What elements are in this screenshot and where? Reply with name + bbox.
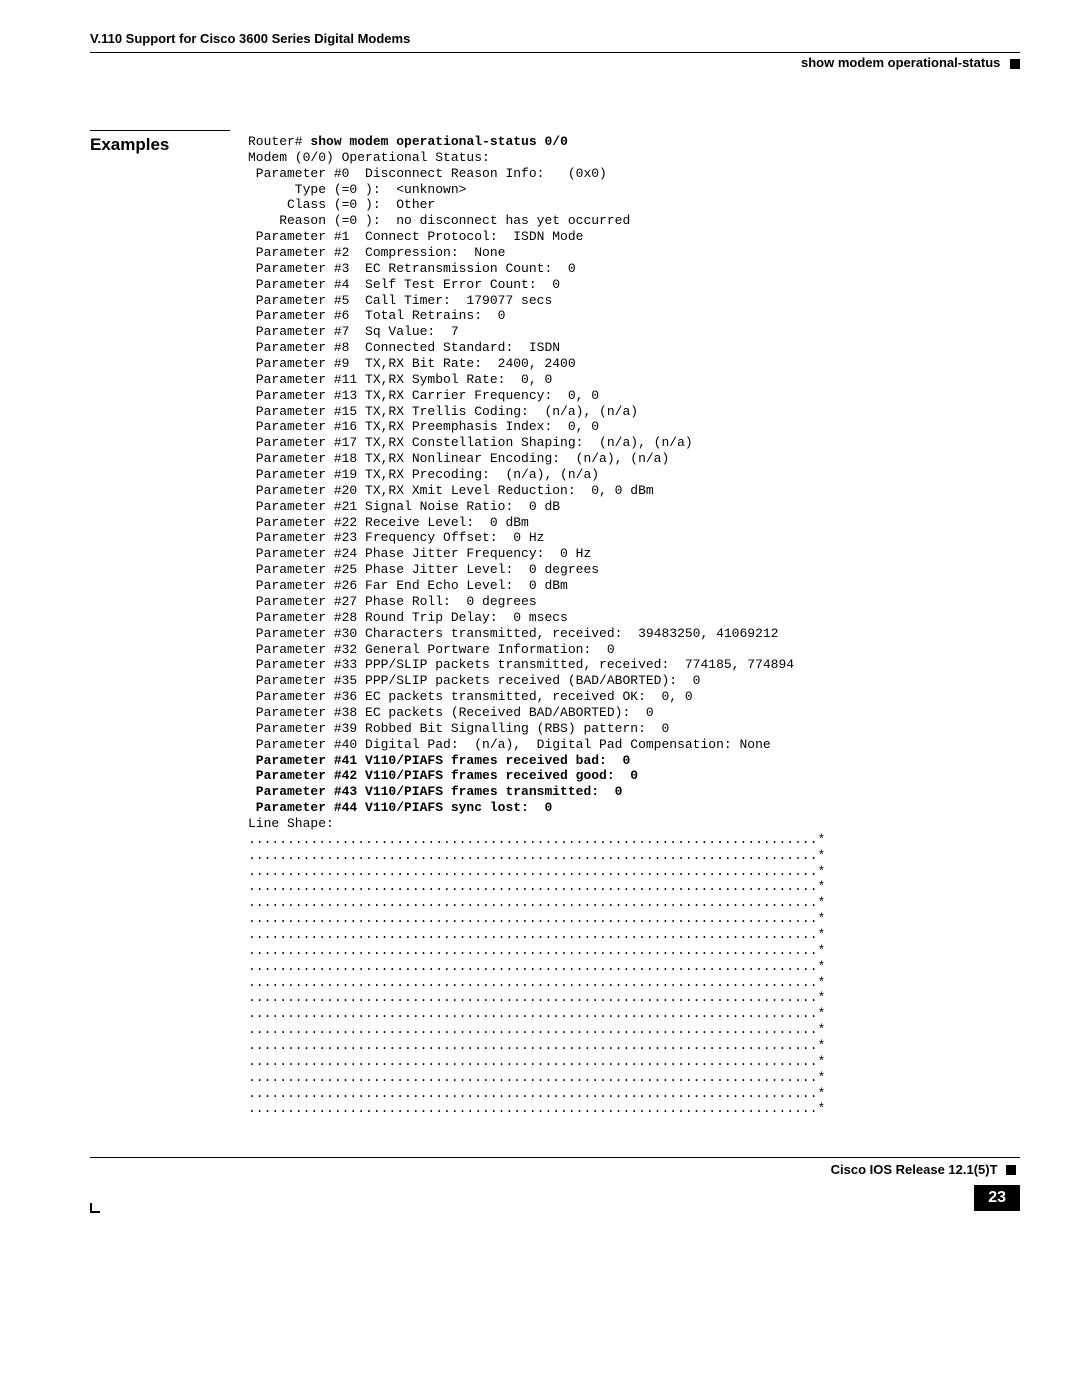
doc-title: V.110 Support for Cisco 3600 Series Digi… [90, 31, 410, 46]
square-icon [1010, 59, 1020, 69]
section-header: show modem operational-status [90, 55, 1020, 70]
terminal-output: Router# show modem operational-status 0/… [248, 130, 1020, 1117]
footer: Cisco IOS Release 12.1(5)T 23 [90, 1157, 1020, 1211]
crop-mark-icon [90, 1211, 100, 1213]
output-pre: Modem (0/0) Operational Status: Paramete… [248, 150, 794, 752]
header-bar: V.110 Support for Cisco 3600 Series Digi… [90, 30, 1020, 53]
section-title: show modem operational-status [801, 55, 1000, 70]
page-number-row: 23 [90, 1185, 1020, 1211]
square-icon [1006, 1165, 1016, 1175]
output-post: Line Shape: ............................… [248, 816, 825, 1116]
command: show modem operational-status 0/0 [310, 134, 567, 149]
prompt: Router# [248, 134, 310, 149]
footer-release: Cisco IOS Release 12.1(5)T [831, 1162, 998, 1177]
page-number: 23 [974, 1185, 1020, 1211]
output-bold: Parameter #41 V110/PIAFS frames received… [248, 753, 638, 816]
content-row: Examples Router# show modem operational-… [90, 130, 1020, 1117]
side-label: Examples [90, 130, 230, 155]
page: V.110 Support for Cisco 3600 Series Digi… [0, 0, 1080, 1231]
